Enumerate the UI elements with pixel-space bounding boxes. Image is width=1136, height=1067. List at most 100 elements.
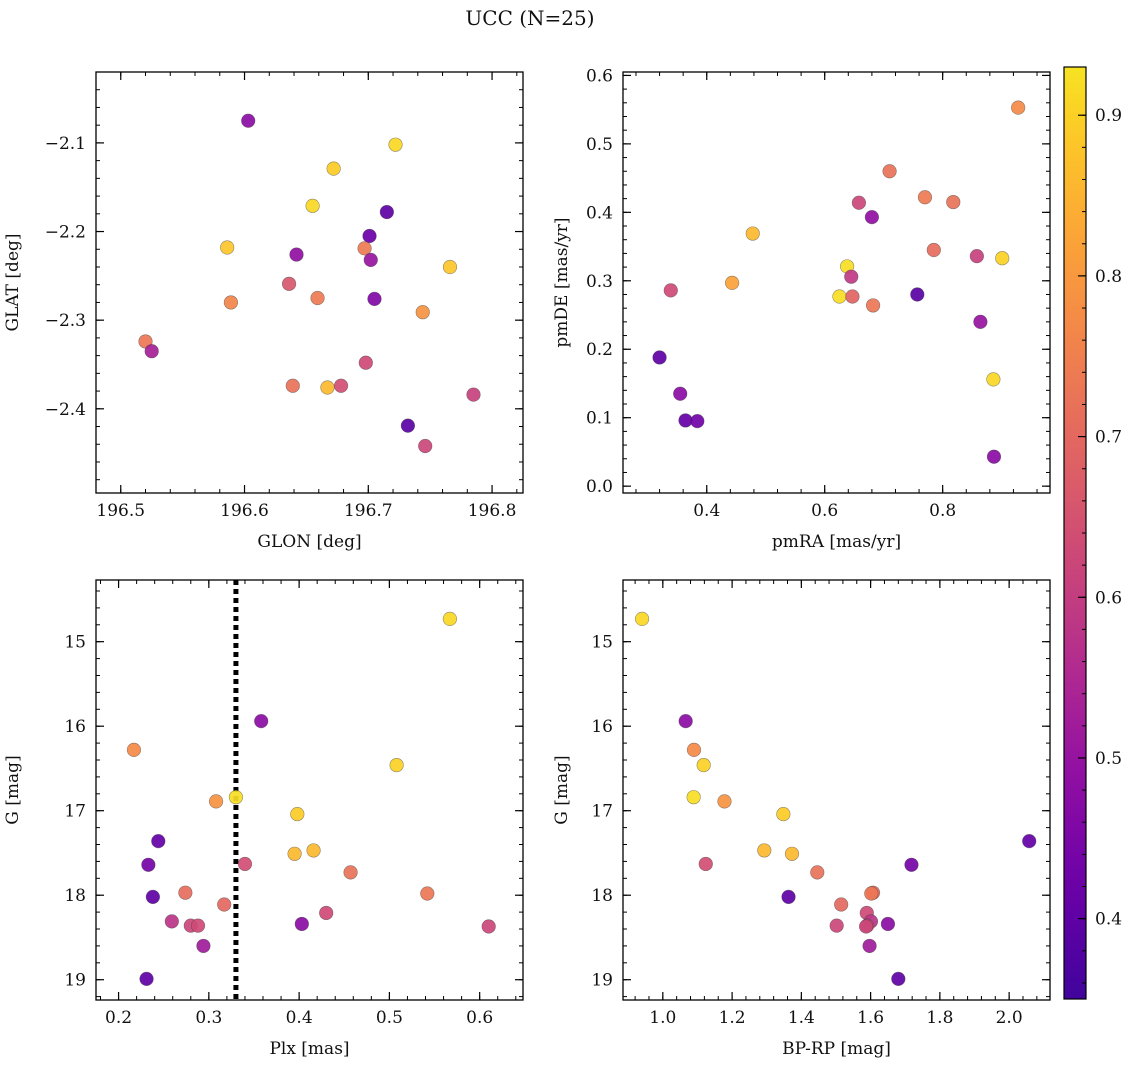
y-tick-label: 0.1	[586, 409, 613, 429]
scatter-point	[725, 275, 740, 290]
x-tick-label: 196.5	[96, 501, 145, 521]
scatter-point	[310, 290, 325, 306]
plot-frame	[622, 579, 1051, 1001]
scatter-point	[832, 289, 847, 304]
x-tick-label: 1.0	[649, 1008, 676, 1028]
y-tick-label: −2.1	[45, 134, 86, 154]
scatter-point	[673, 386, 688, 401]
scatter-point	[690, 414, 705, 429]
scatter-point	[1022, 834, 1037, 849]
scatter-point	[228, 790, 244, 805]
scatter-point	[864, 886, 879, 901]
scatter-point	[306, 843, 321, 858]
x-tick-label: 1.6	[857, 1008, 884, 1028]
panel-1: 196.5 196.6 196.7 196.8 −2.1 −2.2 −2.3 −2.4 GLON…	[3, 71, 524, 552]
scatter-point	[686, 742, 702, 757]
scatter-point	[367, 291, 382, 306]
y-axis-label: GLAT [deg]	[3, 233, 23, 331]
scatter-point	[882, 164, 897, 179]
scatter-point	[281, 276, 297, 291]
x-axis-label: Plx [mas]	[269, 1039, 349, 1059]
scatter-point	[904, 857, 919, 872]
x-tick-label: 0.4	[286, 1008, 313, 1028]
y-tick-label: 16	[64, 717, 86, 737]
scatter-point	[400, 418, 415, 433]
scatter-point	[178, 885, 193, 900]
y-tick-label: 19	[591, 971, 613, 991]
scatter-point	[333, 378, 349, 393]
scatter-point	[891, 971, 906, 986]
colorbar-tick-label: 0.5	[1095, 749, 1122, 769]
colorbar: 0.4 0.5 0.6 0.7 0.8 0.9	[1063, 66, 1122, 1000]
x-tick-label: 0.3	[195, 1008, 222, 1028]
y-tick-label: 0.0	[586, 477, 613, 497]
x-tick-label: 0.6	[466, 1008, 493, 1028]
scatter-point	[829, 918, 844, 933]
scatter-point	[784, 846, 800, 861]
scatter-point	[776, 806, 791, 822]
scatter-point	[851, 195, 867, 210]
scatter-point	[442, 611, 457, 626]
scatter-point	[139, 971, 154, 986]
scatter-point	[781, 889, 796, 905]
scatter-point	[217, 897, 232, 912]
x-tick-label: 2.0	[996, 1008, 1023, 1028]
x-tick-label: 196.7	[344, 501, 393, 521]
x-tick-label: 196.8	[468, 501, 517, 521]
scatter-point	[663, 283, 678, 298]
scatter-point	[305, 198, 320, 213]
scatter-point	[652, 350, 667, 365]
y-tick-label: 18	[64, 886, 86, 906]
colorbar-tick-label: 0.9	[1095, 106, 1122, 126]
scatter-point	[151, 834, 166, 849]
scatter-point	[686, 790, 701, 805]
scatter-point	[196, 938, 211, 954]
scatter-point	[844, 269, 859, 284]
scatter-point	[362, 228, 377, 244]
scatter-point	[973, 314, 988, 329]
colorbar-tick-label: 0.4	[1095, 910, 1122, 930]
y-tick-label: 16	[591, 717, 613, 737]
y-tick-label: −2.3	[45, 311, 86, 331]
scatter-point	[220, 240, 235, 255]
scatter-point	[1011, 100, 1026, 115]
y-axis-label: pmDE [mas/yr]	[552, 217, 572, 347]
y-tick-label: 15	[591, 633, 613, 653]
scatter-point	[287, 846, 302, 861]
scatter-point	[320, 380, 335, 395]
scatter-point	[969, 249, 984, 264]
scatter-point	[865, 298, 881, 313]
scatter-point	[698, 856, 713, 872]
scatter-point	[357, 241, 372, 256]
x-tick-label: 0.6	[811, 501, 838, 521]
scatter-point	[126, 742, 142, 757]
scatter-point	[442, 259, 458, 275]
x-axis-label: pmRA [mas/yr]	[772, 532, 901, 552]
scatter-point	[289, 247, 304, 262]
scatter-point	[926, 242, 941, 258]
y-tick-label: 15	[64, 633, 86, 653]
x-tick-label: 1.8	[926, 1008, 953, 1028]
panel-4: 1.0 1.2 1.4 1.6 1.8 2.0 15 16 17 18 19 BP-RP [mag] G…	[552, 579, 1051, 1059]
scatter-point	[319, 905, 334, 921]
scatter-point	[986, 372, 1001, 387]
y-tick-label: −2.2	[45, 223, 86, 243]
plot-frame	[622, 71, 1051, 494]
y-tick-label: 18	[591, 886, 613, 906]
scatter-point	[343, 865, 358, 880]
scatter-point	[917, 190, 933, 205]
scatter-point	[420, 886, 435, 901]
scatter-point	[995, 251, 1010, 266]
scatter-point	[946, 194, 961, 210]
scatter-point	[326, 161, 341, 176]
scatter-point	[745, 226, 760, 241]
scatter-point	[810, 865, 825, 880]
plot-frame	[95, 71, 524, 494]
scatter-point	[190, 918, 206, 933]
panel-3: 0.2 0.3 0.4 0.5 0.6 15 16 17 18 19 Plx [mas] G [mag…	[3, 579, 524, 1059]
x-axis-label: BP-RP [mag]	[782, 1039, 891, 1059]
scatter-point	[859, 919, 874, 934]
y-tick-label: −2.4	[45, 400, 86, 420]
scatter-point	[294, 916, 309, 932]
x-tick-label: 0.8	[929, 501, 956, 521]
